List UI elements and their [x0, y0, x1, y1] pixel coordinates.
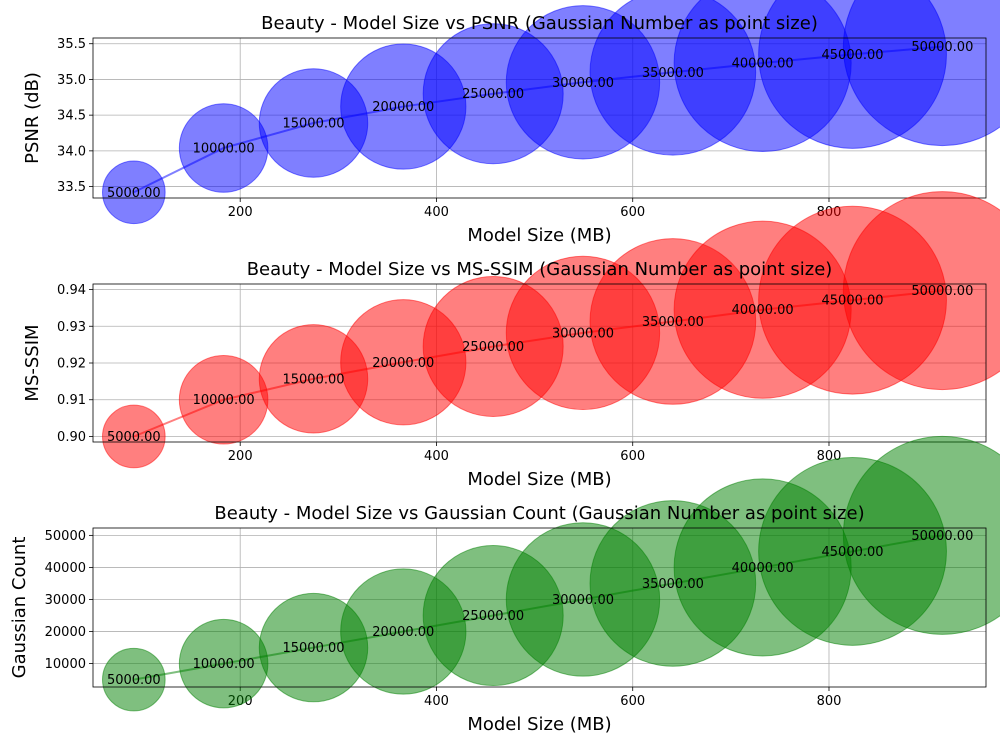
data-point: [842, 0, 1000, 147]
chart-title: Beauty - Model Size vs Gaussian Count (G…: [214, 503, 864, 524]
y-axis-label: Gaussian Count: [9, 537, 30, 679]
y-tick-label: 34.5: [57, 109, 86, 124]
data-label: 5000.00: [107, 186, 161, 201]
data-label: 50000.00: [911, 40, 973, 55]
data-label: 50000.00: [911, 284, 973, 299]
data-label: 50000.00: [911, 529, 973, 544]
axes-frame: [92, 37, 987, 199]
data-label: 25000.00: [462, 87, 524, 102]
x-axis-label: Model Size (MB): [467, 469, 611, 490]
x-tick-label: 800: [817, 694, 842, 709]
data-label: 35000.00: [642, 315, 704, 330]
axes-frame: [92, 527, 987, 688]
chart-panel-2: 200 400 600 8000.900.910.920.930.945000.001…: [22, 191, 1000, 490]
data-label: 35000.00: [642, 577, 704, 592]
data-label: 25000.00: [462, 609, 524, 624]
y-tick-label: 10000: [45, 657, 86, 672]
chart-title: Beauty - Model Size vs MS-SSIM (Gaussian…: [247, 259, 833, 280]
data-label: 45000.00: [822, 48, 884, 63]
data-label: 25000.00: [462, 340, 524, 355]
x-tick-label: 400: [424, 449, 449, 464]
data-point: [842, 435, 1000, 635]
y-tick-label: 20000: [45, 625, 86, 640]
y-axis-label: MS-SSIM: [22, 324, 43, 401]
axes-frame: [92, 283, 987, 443]
data-point: [102, 404, 166, 469]
data-label: 10000.00: [193, 142, 255, 157]
data-label: 15000.00: [282, 117, 344, 132]
data-label: 10000.00: [193, 657, 255, 672]
y-axis-label: PSNR (dB): [22, 72, 43, 164]
y-tick-label: 0.92: [57, 357, 86, 372]
data-label: 40000.00: [732, 303, 794, 318]
x-tick-label: 600: [620, 205, 645, 220]
data-label: 30000.00: [552, 593, 614, 608]
x-tick-label: 200: [228, 205, 253, 220]
chart-panel-1: 20040060080033.534.034.535.035.55000.001…: [22, 0, 1000, 246]
data-label: 5000.00: [107, 430, 161, 445]
data-point: [842, 191, 1000, 391]
y-tick-label: 50000: [45, 529, 86, 544]
data-label: 30000.00: [552, 326, 614, 341]
data-label: 20000.00: [372, 356, 434, 371]
x-axis-label: Model Size (MB): [467, 225, 611, 246]
data-label: 15000.00: [282, 641, 344, 656]
y-tick-label: 33.5: [57, 180, 86, 195]
data-label: 40000.00: [732, 561, 794, 576]
data-label: 15000.00: [282, 372, 344, 387]
x-tick-label: 400: [424, 205, 449, 220]
y-tick-label: 34.0: [57, 144, 86, 159]
y-tick-label: 35.0: [57, 73, 86, 88]
x-tick-label: 200: [228, 449, 253, 464]
data-label: 45000.00: [822, 294, 884, 309]
data-point: [102, 647, 166, 712]
data-label: 20000.00: [372, 100, 434, 115]
data-label: 40000.00: [732, 57, 794, 72]
x-tick-label: 600: [620, 694, 645, 709]
data-label: 10000.00: [193, 393, 255, 408]
y-tick-label: 0.93: [57, 320, 86, 335]
x-axis-label: Model Size (MB): [467, 714, 611, 735]
chart-title: Beauty - Model Size vs PSNR (Gaussian Nu…: [261, 13, 818, 34]
y-tick-label: 35.5: [57, 37, 86, 52]
data-label: 45000.00: [822, 545, 884, 560]
data-label: 35000.00: [642, 66, 704, 81]
chart-panel-3: 200 400 600 800 10000 20000 30000 40000 50000 500…: [9, 435, 1000, 735]
data-point: [102, 160, 166, 225]
x-tick-label: 600: [620, 449, 645, 464]
data-label: 5000.00: [107, 673, 161, 688]
y-tick-label: 30000: [45, 593, 86, 608]
y-tick-label: 0.91: [57, 393, 86, 408]
y-tick-label: 0.90: [57, 430, 86, 445]
y-tick-label: 40000: [45, 561, 86, 576]
data-label: 30000.00: [552, 76, 614, 91]
x-tick-label: 400: [424, 694, 449, 709]
data-label: 20000.00: [372, 625, 434, 640]
y-tick-label: 0.94: [57, 283, 86, 298]
